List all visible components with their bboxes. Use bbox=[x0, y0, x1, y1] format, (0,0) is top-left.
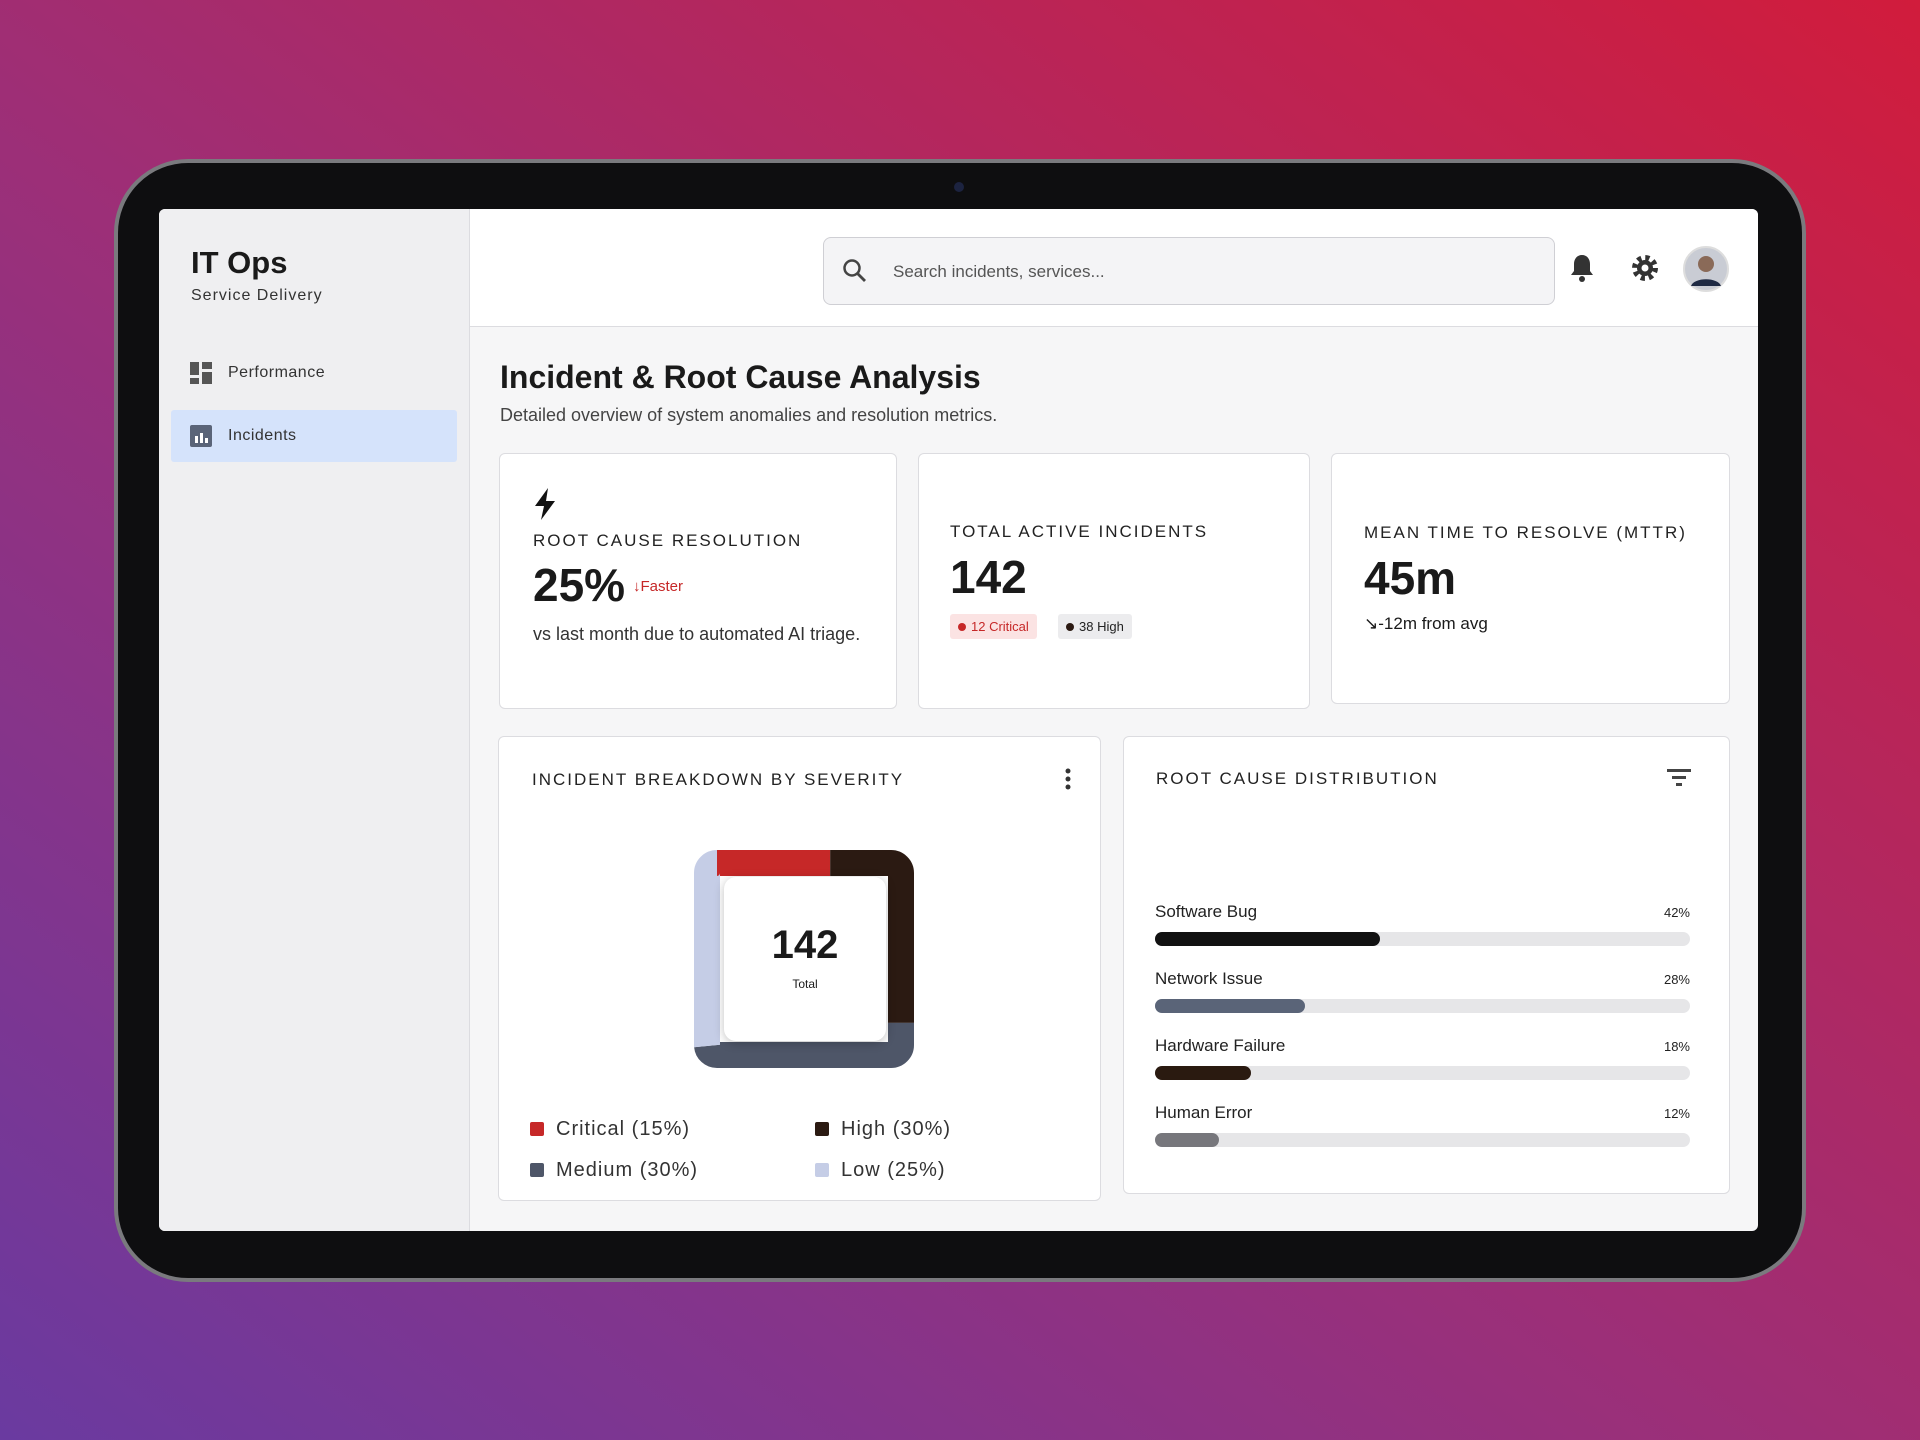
legend-label: Low (25%) bbox=[841, 1159, 946, 1181]
bar bbox=[1155, 1066, 1252, 1080]
kpi-value: 45m bbox=[1364, 552, 1457, 604]
kpi-label: ROOT CAUSE RESOLUTION bbox=[533, 531, 803, 550]
badge: 38 High bbox=[1058, 614, 1132, 639]
legend-label: Medium (30%) bbox=[556, 1159, 699, 1181]
nav-label: Performance bbox=[228, 364, 326, 381]
filter-icon[interactable] bbox=[1667, 767, 1693, 787]
bar bbox=[1155, 1133, 1220, 1147]
screen: IT Ops Service Delivery Performance Inci… bbox=[159, 209, 1758, 1231]
search-placeholder: Search incidents, services... bbox=[893, 262, 1105, 281]
severity-segment bbox=[694, 850, 914, 1068]
avatar[interactable] bbox=[1683, 246, 1729, 292]
kpi-value: 142 bbox=[950, 551, 1027, 603]
legend-label: High (30%) bbox=[841, 1118, 952, 1140]
search-icon bbox=[843, 259, 866, 282]
page-subtitle: Detailed overview of system anomalies an… bbox=[500, 405, 998, 425]
bell-icon[interactable] bbox=[1569, 253, 1595, 283]
kpi-card: TOTAL ACTIVE INCIDENTS 142 12 Critical 3… bbox=[918, 453, 1310, 709]
bar-label: Network Issue bbox=[1155, 969, 1263, 988]
logo: IT Ops bbox=[191, 245, 288, 280]
bar-track bbox=[1155, 1133, 1690, 1147]
center-value: 142 bbox=[771, 923, 839, 967]
bar-value-label: 18% bbox=[1663, 1039, 1690, 1054]
bar bbox=[1155, 932, 1380, 946]
severity-segment bbox=[694, 850, 914, 1068]
severity-segment bbox=[694, 850, 914, 1068]
legend-swatch bbox=[815, 1163, 829, 1177]
badge: 12 Critical bbox=[950, 614, 1037, 639]
kpi-trend: ↓Faster bbox=[633, 578, 684, 595]
kpi-label: TOTAL ACTIVE INCIDENTS bbox=[950, 522, 1209, 541]
legend-label: Critical (15%) bbox=[556, 1118, 691, 1140]
chart-center: 142 Total bbox=[724, 877, 886, 1041]
kpi-value: 25% bbox=[533, 559, 626, 611]
camera bbox=[954, 182, 964, 192]
bar bbox=[1155, 999, 1305, 1013]
bar-value-label: 28% bbox=[1663, 972, 1690, 987]
nav-item-active[interactable]: Incidents bbox=[171, 410, 457, 462]
badge-text: 12 Critical bbox=[971, 619, 1029, 634]
nav-icon bbox=[190, 425, 212, 447]
page-title: Incident & Root Cause Analysis bbox=[500, 359, 981, 395]
severity-chart bbox=[694, 850, 914, 1068]
sidebar: IT Ops Service Delivery Performance Inci… bbox=[159, 209, 470, 1231]
more-icon[interactable] bbox=[1064, 767, 1072, 791]
badge-text: 38 High bbox=[1079, 619, 1124, 634]
header: Search incidents, services... bbox=[470, 209, 1758, 327]
logo-subtitle: Service Delivery bbox=[191, 287, 323, 304]
kpi-card: ROOT CAUSE RESOLUTION 25% ↓Faster vs las… bbox=[499, 453, 897, 709]
bolt-icon bbox=[535, 488, 555, 520]
severity-segment bbox=[694, 850, 914, 1068]
root-cause-card: ROOT CAUSE DISTRIBUTION Software Bug 42% N… bbox=[1123, 736, 1730, 1194]
search-box[interactable]: Search incidents, services... bbox=[823, 237, 1555, 305]
bar-label: Software Bug bbox=[1155, 902, 1258, 921]
nav-label: Incidents bbox=[228, 427, 297, 444]
kpi-label: MEAN TIME TO RESOLVE (MTTR) bbox=[1364, 523, 1687, 542]
severity-card: INCIDENT BREAKDOWN BY SEVERITY 142 Total… bbox=[498, 736, 1101, 1201]
kpi-description: vs last month due to automated AI triage… bbox=[533, 624, 861, 644]
legend-swatch bbox=[530, 1163, 544, 1177]
nav-icon bbox=[190, 362, 212, 384]
bar-value-label: 42% bbox=[1663, 905, 1690, 920]
kpi-card: MEAN TIME TO RESOLVE (MTTR) 45m ↘-12m fr… bbox=[1331, 453, 1730, 704]
card-title: INCIDENT BREAKDOWN BY SEVERITY bbox=[532, 770, 905, 789]
bar-label: Hardware Failure bbox=[1155, 1036, 1286, 1055]
center-label: Total bbox=[792, 977, 818, 991]
kpi-trend: ↘-12m from avg bbox=[1364, 614, 1488, 633]
bar-label: Human Error bbox=[1155, 1103, 1253, 1122]
card-title: ROOT CAUSE DISTRIBUTION bbox=[1156, 769, 1439, 788]
nav-item[interactable]: Performance bbox=[171, 355, 457, 391]
legend-swatch bbox=[815, 1122, 829, 1136]
bar-value-label: 12% bbox=[1663, 1106, 1690, 1121]
settings-icon[interactable] bbox=[1630, 253, 1660, 283]
bar-track bbox=[1155, 1066, 1690, 1080]
legend-swatch bbox=[530, 1122, 544, 1136]
